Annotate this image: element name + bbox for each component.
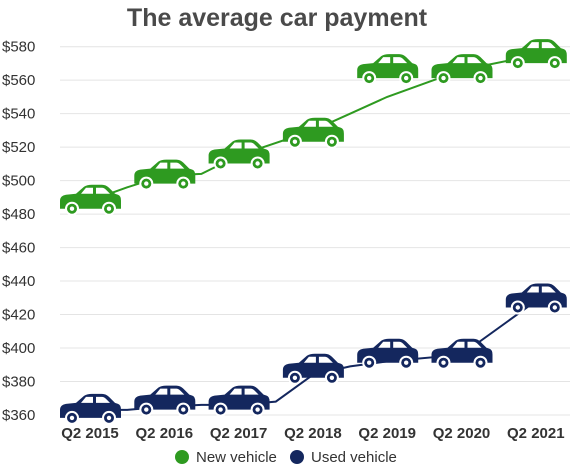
- car-icon: [431, 338, 493, 370]
- x-tick-label: Q2 2017: [210, 425, 268, 442]
- car-icon: [357, 338, 419, 370]
- legend: New vehicle Used vehicle: [175, 449, 397, 466]
- x-tick-label: Q2 2015: [61, 425, 119, 442]
- y-tick-label: $440: [2, 273, 35, 290]
- car-icon: [505, 283, 567, 315]
- y-axis-ticks: $580 $560 $540 $520 $500 $480 $460 $440 $420 $400…: [2, 39, 35, 424]
- y-tick-label: $560: [2, 72, 35, 89]
- car-icon: [60, 184, 121, 216]
- x-tick-label: Q2 2021: [507, 425, 565, 442]
- y-tick-label: $400: [2, 340, 35, 357]
- y-tick-label: $460: [2, 240, 35, 257]
- car-icon: [357, 54, 419, 86]
- y-tick-label: $420: [2, 307, 35, 324]
- car-icon: [60, 393, 121, 425]
- y-tick-label: $480: [2, 206, 35, 223]
- y-tick-label: $520: [2, 139, 35, 156]
- legend-marker: [175, 450, 189, 464]
- legend-marker: [290, 450, 304, 464]
- y-tick-label: $540: [2, 106, 35, 123]
- car-icon: [505, 39, 567, 71]
- y-tick-label: $360: [2, 407, 35, 424]
- legend-label: New vehicle: [196, 449, 277, 466]
- chart-title: The average car payment: [127, 4, 428, 32]
- x-tick-label: Q2 2018: [284, 425, 342, 442]
- y-tick-label: $580: [2, 39, 35, 56]
- y-tick-label: $380: [2, 373, 35, 390]
- x-tick-label: Q2 2019: [358, 425, 416, 442]
- car-icon: [282, 117, 344, 149]
- car-icon: [134, 159, 196, 191]
- car-icon: [431, 54, 493, 86]
- car-icon: [134, 385, 196, 417]
- legend-label: Used vehicle: [311, 449, 397, 466]
- series-markers: [60, 39, 567, 425]
- x-tick-label: Q2 2020: [433, 425, 491, 442]
- car-icon: [282, 353, 344, 385]
- car-icon: [208, 385, 270, 417]
- x-axis-ticks: Q2 2015 Q2 2016 Q2 2017 Q2 2018 Q2 2019 Q2 20…: [61, 425, 564, 442]
- y-tick-label: $500: [2, 173, 35, 190]
- car-icon: [208, 139, 270, 171]
- x-tick-label: Q2 2016: [136, 425, 194, 442]
